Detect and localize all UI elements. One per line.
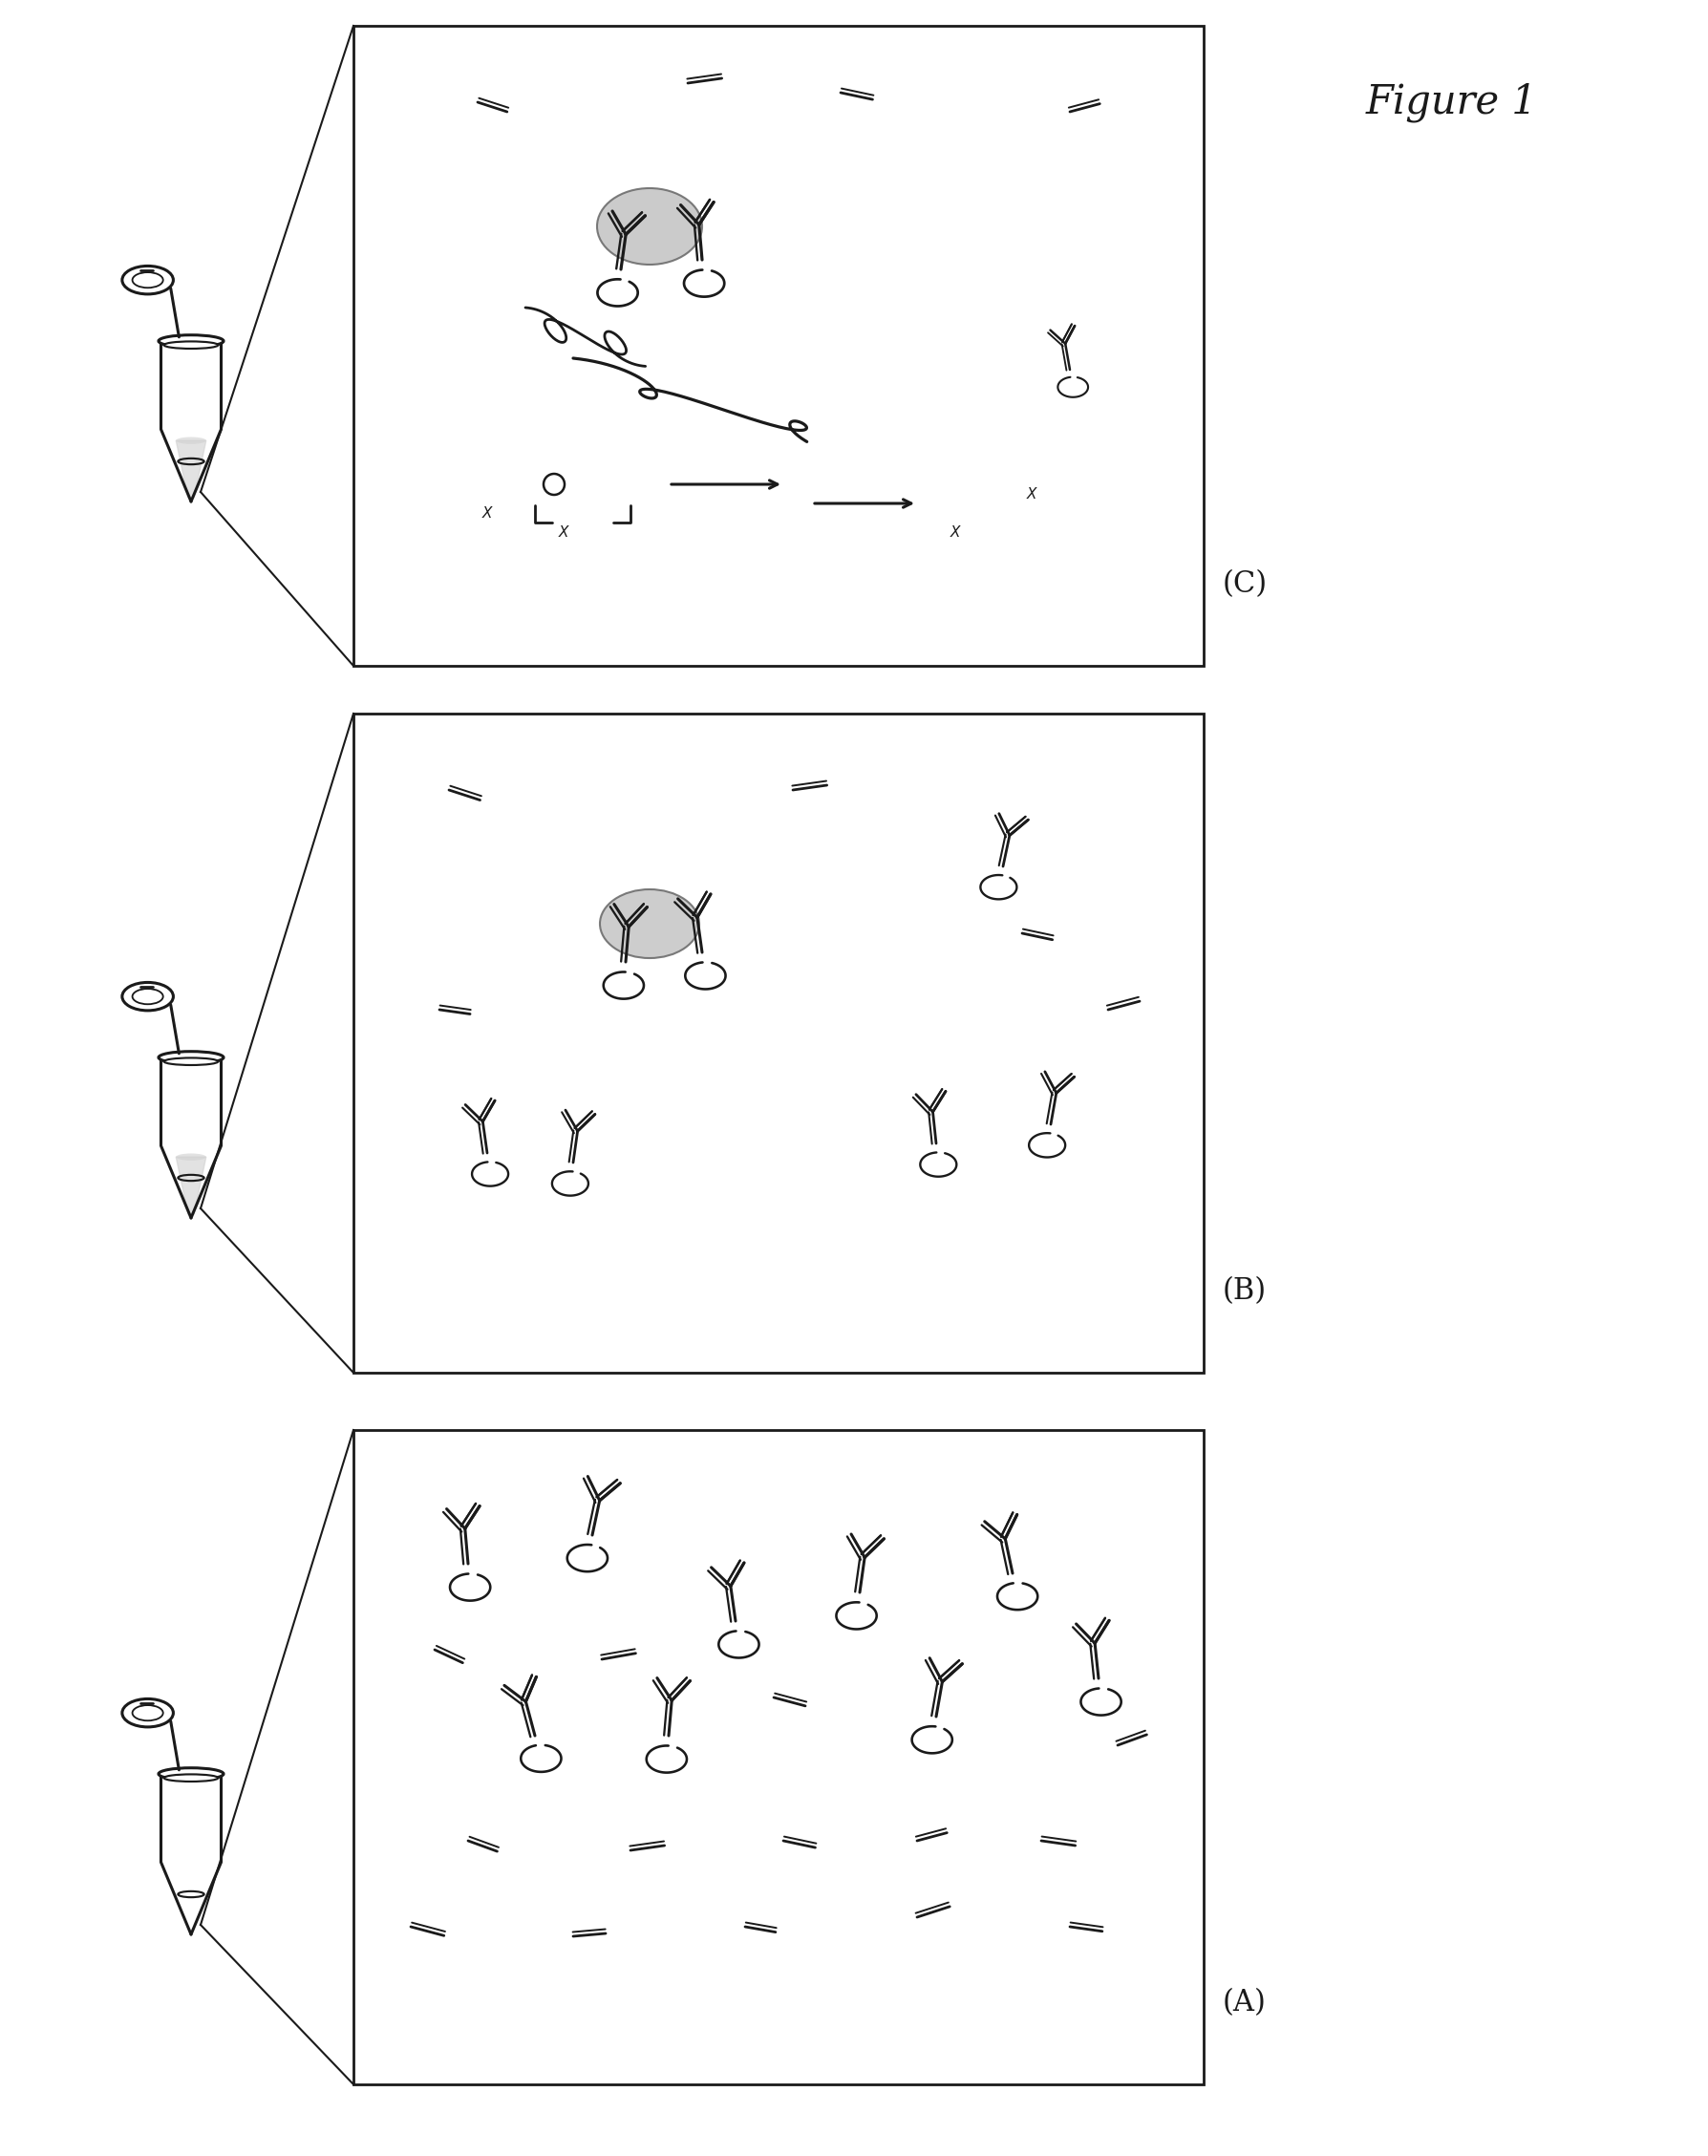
- Circle shape: [543, 474, 565, 496]
- Text: X: X: [1027, 487, 1037, 500]
- Bar: [354, 714, 1204, 1373]
- Text: X: X: [950, 524, 960, 539]
- Text: (B): (B): [1223, 1276, 1267, 1307]
- Bar: [354, 26, 1204, 666]
- Ellipse shape: [598, 188, 702, 265]
- Ellipse shape: [159, 334, 224, 347]
- Polygon shape: [176, 440, 207, 498]
- Ellipse shape: [164, 1059, 219, 1065]
- Text: (C): (C): [1223, 569, 1267, 599]
- Ellipse shape: [176, 1153, 207, 1160]
- Ellipse shape: [159, 1768, 224, 1781]
- Text: X: X: [482, 507, 492, 520]
- Polygon shape: [176, 1158, 207, 1214]
- Ellipse shape: [133, 272, 162, 287]
- Ellipse shape: [164, 1774, 219, 1781]
- Ellipse shape: [133, 1705, 162, 1720]
- Ellipse shape: [123, 1699, 173, 1727]
- Ellipse shape: [159, 1052, 224, 1063]
- Bar: [354, 1429, 1204, 2085]
- Ellipse shape: [133, 990, 162, 1005]
- Ellipse shape: [600, 888, 699, 957]
- Ellipse shape: [123, 265, 173, 293]
- Ellipse shape: [176, 438, 207, 444]
- Text: (A): (A): [1223, 1988, 1267, 2018]
- Text: X: X: [559, 524, 569, 539]
- Ellipse shape: [123, 983, 173, 1011]
- Text: Figure 1: Figure 1: [1366, 82, 1537, 123]
- Ellipse shape: [164, 341, 219, 349]
